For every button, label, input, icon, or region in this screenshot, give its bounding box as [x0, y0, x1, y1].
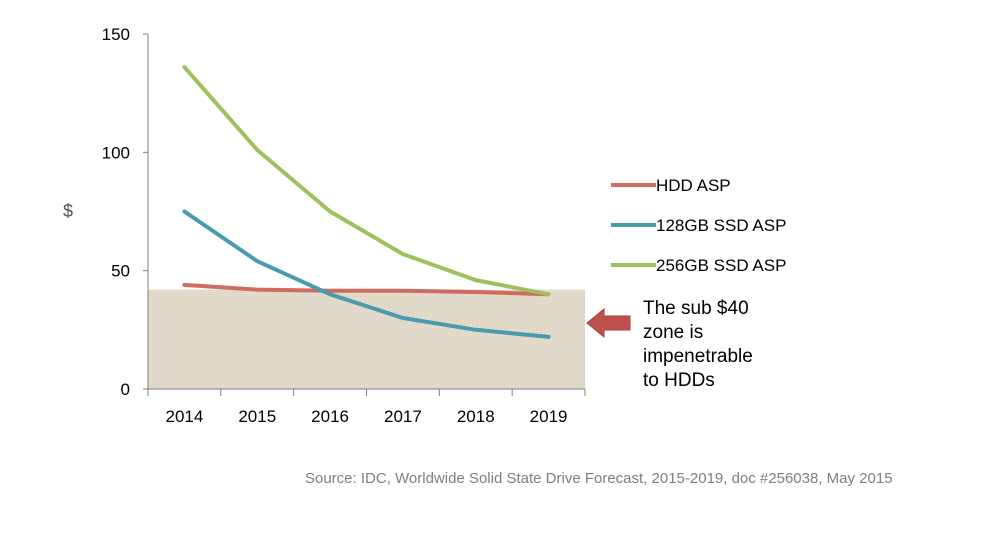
- y-axis-label: $: [63, 201, 73, 221]
- y-tick-label: 50: [111, 262, 130, 281]
- annotation-line: The sub $40: [643, 298, 749, 319]
- x-tick-label: 2014: [166, 407, 204, 426]
- y-tick-label: 150: [102, 25, 130, 44]
- legend-label: HDD ASP: [656, 176, 731, 195]
- annotation-line: zone is: [643, 322, 704, 343]
- annotation-line: to HDDs: [643, 370, 715, 391]
- y-tick-label: 100: [102, 143, 130, 162]
- series-line: [182, 209, 551, 339]
- x-tick-label: 2016: [311, 407, 349, 426]
- y-tick-label: 0: [121, 380, 130, 399]
- x-tick-label: 2019: [530, 407, 568, 426]
- series-line: [182, 65, 551, 297]
- x-tick-label: 2018: [457, 407, 495, 426]
- annotation-callout: The sub $40 zone is impenetrable to HDDs: [643, 297, 793, 393]
- source-note: Source: IDC, Worldwide Solid State Drive…: [305, 470, 893, 487]
- x-tick-label: 2015: [238, 407, 276, 426]
- legend-label: 256GB SSD ASP: [656, 256, 786, 275]
- callout-arrow: [586, 307, 631, 339]
- x-tick-label: 2017: [384, 407, 422, 426]
- annotation-line: impenetrable: [643, 346, 753, 367]
- legend-label: 128GB SSD ASP: [656, 216, 786, 235]
- series-line: [182, 282, 551, 297]
